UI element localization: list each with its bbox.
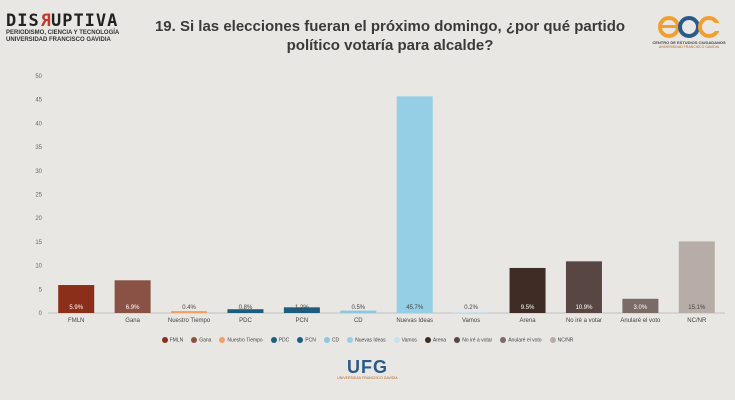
legend-label: Nuevas Ideas (355, 337, 386, 344)
legend-item: Nuestro Tiempo (219, 337, 263, 344)
bar-arena (509, 267, 546, 313)
bar-nc-nr (678, 241, 715, 313)
legend-item: Arena (424, 337, 447, 344)
y-tick-label: 50 (35, 74, 42, 80)
logo-subtitle-1: PERIODISMO, CIENCIA Y TECNOLOGÍA (6, 30, 120, 36)
value-label: 10.9% (575, 305, 593, 311)
category-label: PCN (296, 318, 309, 324)
chart-title-line-2: político votaría para alcalde? (286, 37, 494, 54)
legend-item: FMLN (161, 337, 184, 344)
legend-item: PDC (270, 337, 290, 344)
category-label: No iré a votar (566, 318, 602, 324)
category-label: Nuevas Ideas (396, 318, 433, 324)
value-label: 0.2% (464, 305, 478, 311)
cec-logo-icon (658, 16, 721, 38)
ufg-logo: UFG UNIVERSIDAD FRANCISCO GAVIDIA (0, 358, 735, 381)
y-tick-label: 0 (39, 311, 43, 317)
legend-swatch (297, 337, 304, 343)
y-tick-label: 30 (35, 169, 42, 175)
y-tick-label: 20 (35, 216, 42, 222)
legend-swatch (270, 337, 277, 343)
disruptiva-logo-title: DISRUPTIVA (6, 11, 119, 31)
legend-label: CD (331, 337, 340, 344)
legend-swatch (323, 337, 330, 343)
cec-logo: CENTRO DE ESTUDIOS CIUDADANOS UNIVERSIDA… (650, 14, 728, 50)
legend-label: FMLN (169, 337, 184, 344)
category-label: PDC (239, 318, 252, 324)
legend-item: Anularé el voto (500, 337, 542, 344)
legend-label: Vamos (401, 337, 417, 344)
legend-item: Nuevas Ideas (347, 337, 386, 343)
value-label: 15.1% (688, 305, 706, 311)
category-label: Vamos (462, 318, 480, 324)
legend-swatch (424, 337, 431, 343)
value-label: 6.9% (126, 305, 140, 311)
legend-swatch (454, 337, 461, 343)
bar-nuestro-tiempo (171, 311, 208, 313)
value-label: 45.7% (406, 305, 424, 311)
value-label: 5.9% (69, 305, 83, 311)
legend-item: NC/NR (549, 337, 574, 344)
bar-pdc (227, 309, 264, 313)
cec-caption-2: UNIVERSIDAD FRANCISCO GAVIDIA (658, 45, 720, 49)
legend-swatch (549, 337, 556, 343)
legend-item: CD (323, 337, 340, 344)
legend-item: Gana (191, 337, 211, 343)
value-label: 1.2% (295, 305, 309, 311)
y-tick-label: 10 (35, 264, 42, 270)
legend-label: No iré a votar (462, 337, 493, 344)
category-label: Nuestro Tiempo (168, 318, 211, 324)
legend-label: NC/NR (557, 337, 574, 344)
disruptiva-logo: DISRUPTIVA PERIODISMO, CIENCIA Y TECNOLO… (6, 11, 126, 44)
legend-swatch (393, 337, 400, 343)
legend-swatch (191, 337, 198, 343)
category-label: Gana (125, 318, 140, 324)
category-label: FMLN (68, 318, 84, 324)
legend-label: PDC (278, 337, 290, 344)
y-tick-label: 35 (35, 145, 42, 151)
bar-fmln (58, 285, 95, 313)
ufg-logo-text: UFG (347, 357, 388, 377)
value-label: 0.5% (351, 305, 365, 311)
category-label: Anularé el voto (620, 318, 661, 324)
bar-anular-el-voto (622, 298, 659, 313)
category-label: NC/NR (687, 318, 707, 324)
legend-item: Vamos (393, 337, 417, 344)
category-label: CD (354, 318, 363, 324)
chart-legend: FMLN Gana Nuestro Tiempo PDC PCN CD Nuevas Ide… (0, 337, 735, 344)
legend-item: PCN (297, 337, 316, 343)
category-label: Arena (520, 318, 537, 324)
chart-title: 19. Si las elecciones fueran el próximo … (130, 17, 650, 55)
bar-vamos (453, 312, 490, 313)
bar-gana (114, 280, 151, 313)
y-tick-label: 5 (39, 287, 43, 293)
logo-subtitle-2: UNIVERSIDAD FRANCISCO GAVIDIA (6, 37, 111, 43)
legend-label: Nuestro Tiempo (227, 337, 263, 344)
legend-swatch (500, 337, 507, 343)
legend-swatch (219, 337, 226, 343)
legend-label: PCN (305, 337, 316, 344)
value-label: 3.0% (634, 305, 648, 311)
y-tick-label: 15 (35, 240, 42, 246)
cec-caption-1: CENTRO DE ESTUDIOS CIUDADANOS (652, 40, 726, 45)
y-tick-label: 25 (35, 193, 42, 199)
bar-cd (340, 310, 377, 313)
ufg-logo-subtitle: UNIVERSIDAD FRANCISCO GAVIDIA (337, 376, 398, 380)
legend-swatch (161, 337, 168, 343)
bar-no-ir-a-votar (565, 261, 602, 313)
legend-item: No iré a votar (454, 337, 492, 343)
legend-label: Anularé el voto (508, 337, 542, 344)
legend-swatch (347, 337, 354, 343)
legend-label: Gana (199, 337, 212, 344)
chart-title-line-1: 19. Si las elecciones fueran el próximo … (154, 18, 626, 35)
y-tick-label: 40 (35, 121, 42, 127)
legend-label: Arena (432, 337, 447, 344)
value-label: 0.8% (239, 305, 253, 311)
value-label: 9.5% (521, 305, 535, 311)
bar-pcn (283, 307, 320, 313)
bar-nuevas-ideas (396, 96, 433, 313)
value-label: 0.4% (182, 305, 196, 311)
y-tick-label: 45 (35, 98, 42, 104)
